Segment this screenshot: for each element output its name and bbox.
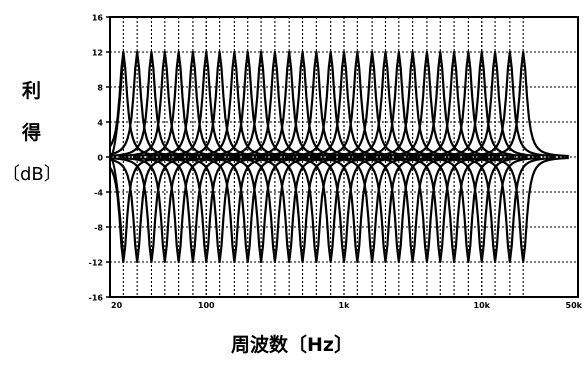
curve-layer [109,50,569,264]
boost-band-curve [436,50,528,158]
boost-band-curve [422,50,515,158]
boost-band-curve [449,50,541,158]
cut-band-curve [464,156,556,264]
y-tick-label: 4 [97,119,103,128]
y-tick-label: 16 [92,14,104,23]
y-tick-label: -16 [89,294,104,303]
y-axis-label-unit: 〔dB〕 [2,164,62,185]
cut-band-curve [449,156,541,264]
y-axis-label-char-1: 利 [22,80,42,102]
boost-band-curve [477,50,569,158]
x-tick-label: 20 [111,301,123,310]
low-edge-curve [109,51,125,158]
boost-band-curve [464,50,556,158]
x-tick-label: 100 [198,301,215,310]
y-tick-label: -12 [89,259,103,268]
cut-band-curve [477,156,569,264]
y-tick-label: -8 [94,224,103,233]
y-axis-label-char-2: 得 [22,122,42,144]
y-tick-label: -4 [94,189,103,198]
y-tick-label: 0 [97,154,103,163]
y-tick-label: 12 [92,49,103,58]
grid-layer [109,16,579,298]
y-tick-label: 8 [97,84,103,93]
x-tick-label: 50k [566,301,583,310]
low-edge-curve [109,156,125,263]
x-tick-label: 1k [339,301,351,310]
cut-band-curve [422,156,515,264]
tick-label-layer: 16 12 8 4 0 -4 -8 -12 -16 20 100 1k 10k 50k [89,14,583,311]
x-tick-label: 10k [474,301,491,310]
axis-layer [106,16,579,298]
x-axis-label: 周波数〔Hz〕 [231,334,353,356]
cut-band-curve [436,156,528,264]
